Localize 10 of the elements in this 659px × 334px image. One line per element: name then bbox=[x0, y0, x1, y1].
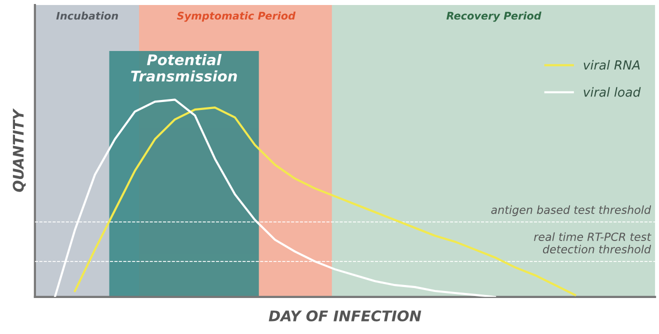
y-axis-title: QUANTITY bbox=[12, 108, 26, 192]
legend-label: viral load bbox=[584, 87, 641, 97]
legend-label: viral RNA bbox=[584, 60, 640, 70]
text: Recovery Period bbox=[446, 12, 542, 22]
ref-line-label: real time RT-PCR test detection threshold bbox=[534, 232, 652, 254]
x-axis-title: DAY OF INFECTION bbox=[268, 310, 422, 322]
text: Incubation bbox=[56, 12, 118, 20]
text: Potential Transmission bbox=[131, 54, 237, 82]
ref-line-label: antigen based test threshold bbox=[491, 205, 652, 216]
text: Symptomatic Period bbox=[176, 12, 296, 22]
